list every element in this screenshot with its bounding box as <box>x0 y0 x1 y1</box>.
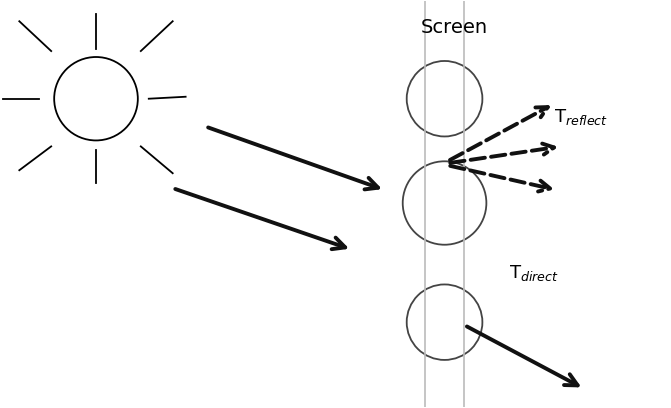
Text: $\mathregular{T}_{direct}$: $\mathregular{T}_{direct}$ <box>509 262 559 282</box>
Text: $\mathregular{T}_{reflect}$: $\mathregular{T}_{reflect}$ <box>554 106 608 126</box>
Text: Screen: Screen <box>421 18 488 37</box>
